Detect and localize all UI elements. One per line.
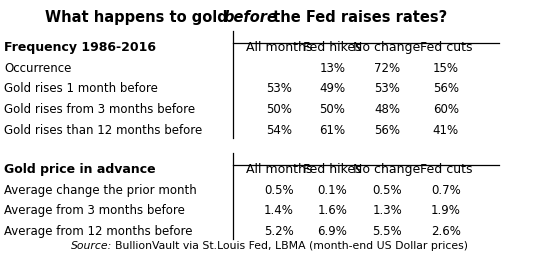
Text: 48%: 48% — [374, 103, 400, 116]
Text: 61%: 61% — [319, 124, 346, 137]
Text: Gold rises from 3 months before: Gold rises from 3 months before — [4, 103, 195, 116]
Text: 56%: 56% — [433, 82, 459, 96]
Text: All months: All months — [246, 163, 312, 176]
Text: Occurrence: Occurrence — [4, 62, 71, 75]
Text: 5.5%: 5.5% — [372, 225, 402, 238]
Text: 15%: 15% — [433, 62, 459, 75]
Text: Gold price in advance: Gold price in advance — [4, 163, 156, 176]
Text: 0.5%: 0.5% — [264, 183, 294, 197]
Text: Average change the prior month: Average change the prior month — [4, 183, 197, 197]
Text: Frequency 1986-2016: Frequency 1986-2016 — [4, 41, 156, 54]
Text: 56%: 56% — [374, 124, 400, 137]
Text: 49%: 49% — [319, 82, 346, 96]
Text: Fed hikes: Fed hikes — [303, 41, 362, 54]
Text: All months: All months — [246, 41, 312, 54]
Text: 5.2%: 5.2% — [264, 225, 294, 238]
Text: 53%: 53% — [266, 82, 292, 96]
Text: BullionVault via St.Louis Fed, LBMA (month-end US Dollar prices): BullionVault via St.Louis Fed, LBMA (mon… — [109, 241, 469, 251]
Text: Gold rises 1 month before: Gold rises 1 month before — [4, 82, 158, 96]
Text: 72%: 72% — [374, 62, 400, 75]
Text: 53%: 53% — [374, 82, 400, 96]
Text: 50%: 50% — [266, 103, 292, 116]
Text: 13%: 13% — [319, 62, 346, 75]
Text: 2.6%: 2.6% — [431, 225, 461, 238]
Text: before: before — [223, 10, 277, 25]
Text: No change: No change — [354, 163, 421, 176]
Text: 54%: 54% — [266, 124, 292, 137]
Text: 1.6%: 1.6% — [317, 204, 347, 217]
Text: Source:: Source: — [71, 241, 112, 251]
Text: Fed hikes: Fed hikes — [303, 163, 362, 176]
Text: No change: No change — [354, 41, 421, 54]
Text: 60%: 60% — [433, 103, 459, 116]
Text: 1.3%: 1.3% — [372, 204, 402, 217]
Text: Gold rises than 12 months before: Gold rises than 12 months before — [4, 124, 202, 137]
Text: Fed cuts: Fed cuts — [419, 41, 472, 54]
Text: 1.4%: 1.4% — [264, 204, 294, 217]
Text: Average from 3 months before: Average from 3 months before — [4, 204, 185, 217]
Text: 0.5%: 0.5% — [372, 183, 402, 197]
Text: Average from 12 months before: Average from 12 months before — [4, 225, 193, 238]
Text: Fed cuts: Fed cuts — [419, 163, 472, 176]
Text: 6.9%: 6.9% — [317, 225, 347, 238]
Text: 1.9%: 1.9% — [431, 204, 461, 217]
Text: 0.7%: 0.7% — [431, 183, 461, 197]
Text: 0.1%: 0.1% — [317, 183, 347, 197]
Text: What happens to gold: What happens to gold — [45, 10, 233, 25]
Text: 41%: 41% — [433, 124, 459, 137]
Text: the Fed raises rates?: the Fed raises rates? — [268, 10, 447, 25]
Text: 50%: 50% — [319, 103, 345, 116]
